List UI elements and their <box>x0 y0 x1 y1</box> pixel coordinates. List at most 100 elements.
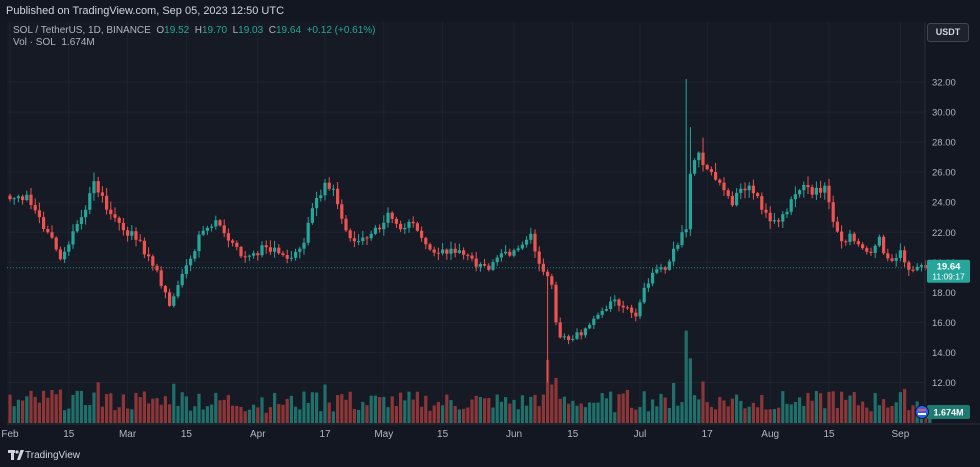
volume-bar <box>79 390 83 423</box>
chart-area[interactable] <box>7 22 925 424</box>
volume-bar <box>130 409 134 423</box>
candle-body <box>609 301 613 310</box>
candle-body <box>470 255 474 259</box>
candle-body <box>50 232 54 238</box>
volume-bar <box>462 408 466 423</box>
volume-legend[interactable]: Vol · SOL 1.674M <box>13 37 95 48</box>
candle-body <box>672 248 676 262</box>
y-tick-label: 28.00 <box>932 138 956 149</box>
candle-body <box>260 245 264 256</box>
tradingview-wordmark[interactable]: TradingView <box>25 450 81 461</box>
candle-body <box>252 253 256 256</box>
volume-bar <box>310 392 314 423</box>
volume-bar <box>785 403 789 423</box>
volume-bar <box>508 403 512 423</box>
candle-body <box>756 193 760 197</box>
candle-body <box>315 198 319 209</box>
volume-bar <box>756 407 760 423</box>
candle-body <box>873 245 877 253</box>
volume-bar <box>428 410 432 423</box>
candle-body <box>621 305 625 308</box>
volume-bar <box>109 393 113 423</box>
candle-body <box>281 253 285 256</box>
candle-body <box>676 245 680 249</box>
open-label: O <box>156 25 165 36</box>
y-tick-label: 22.00 <box>932 228 956 239</box>
candle-body <box>369 233 373 239</box>
candle-body <box>869 251 873 253</box>
volume-bar <box>533 394 537 423</box>
candle-body <box>583 328 587 336</box>
tradingview-logo-icon[interactable] <box>8 449 24 461</box>
candle-body <box>508 251 512 256</box>
volume-bar <box>294 406 298 423</box>
volume-bar <box>12 406 16 423</box>
candle-body <box>466 254 470 256</box>
candle-body <box>760 196 764 210</box>
candle-body <box>919 264 923 267</box>
candle-body <box>277 247 281 254</box>
candle-body <box>630 307 634 313</box>
volume-bar <box>386 407 390 423</box>
currency-button[interactable]: USDT <box>927 23 969 42</box>
volume-bar <box>907 410 911 423</box>
x-tick-label: Feb <box>1 429 19 440</box>
volume-bar <box>558 398 562 423</box>
volume-bar <box>651 399 655 423</box>
candle-body <box>882 236 886 254</box>
candle-body <box>79 217 83 225</box>
candle-body <box>798 190 802 195</box>
candle-body <box>142 240 146 255</box>
volume-bar <box>495 394 499 423</box>
x-tick-label: Jul <box>634 429 647 440</box>
avatar-circle <box>915 405 929 419</box>
candle-body <box>625 307 629 309</box>
candle-body <box>890 258 894 261</box>
y-tick-label: 32.00 <box>932 78 956 89</box>
volume-bar <box>415 391 419 423</box>
candle-body <box>663 267 667 270</box>
low-label: L <box>232 25 239 36</box>
candle-body <box>525 239 529 245</box>
volume-bar <box>730 398 734 423</box>
candle-body <box>42 217 46 230</box>
volume-bar <box>168 404 172 423</box>
candle-body <box>96 181 100 193</box>
volume-bar <box>764 409 768 423</box>
candle-body <box>831 202 835 222</box>
candle-body <box>638 302 642 317</box>
candle-body <box>571 338 575 340</box>
volume-bar <box>67 408 71 423</box>
close-value: 19.64 <box>275 25 302 36</box>
volume-bar <box>466 407 470 423</box>
volume-bar <box>252 404 256 423</box>
volume-bar <box>8 394 12 423</box>
candle-body <box>735 192 739 206</box>
volume-bar <box>835 408 839 423</box>
symbol-title[interactable]: SOL / TetherUS, 1D, BINANCE <box>13 25 151 36</box>
candle-body <box>575 332 579 339</box>
candle-body <box>46 229 50 233</box>
volume-bar <box>697 399 701 423</box>
candle-body <box>924 264 928 269</box>
volume-label[interactable]: Vol · SOL <box>13 37 56 48</box>
candle-body <box>201 230 205 235</box>
candle-body <box>504 251 508 254</box>
candle-body <box>541 263 545 272</box>
candle-body <box>327 182 331 189</box>
volume-bar <box>327 402 331 423</box>
candle-body <box>88 193 92 210</box>
candle-body <box>642 287 646 303</box>
high-value: 19.70 <box>202 25 228 36</box>
candle-body <box>898 250 902 259</box>
volume-bar <box>441 405 445 423</box>
candle-body <box>478 264 482 267</box>
symbol-legend[interactable]: SOL / TetherUS, 1D, BINANCE O19.52 H19.7… <box>13 25 376 36</box>
volume-bar <box>138 397 142 423</box>
candle-body <box>840 231 844 242</box>
volume-bar <box>625 389 629 423</box>
volume-bar <box>768 409 772 423</box>
candle-body <box>617 299 621 306</box>
